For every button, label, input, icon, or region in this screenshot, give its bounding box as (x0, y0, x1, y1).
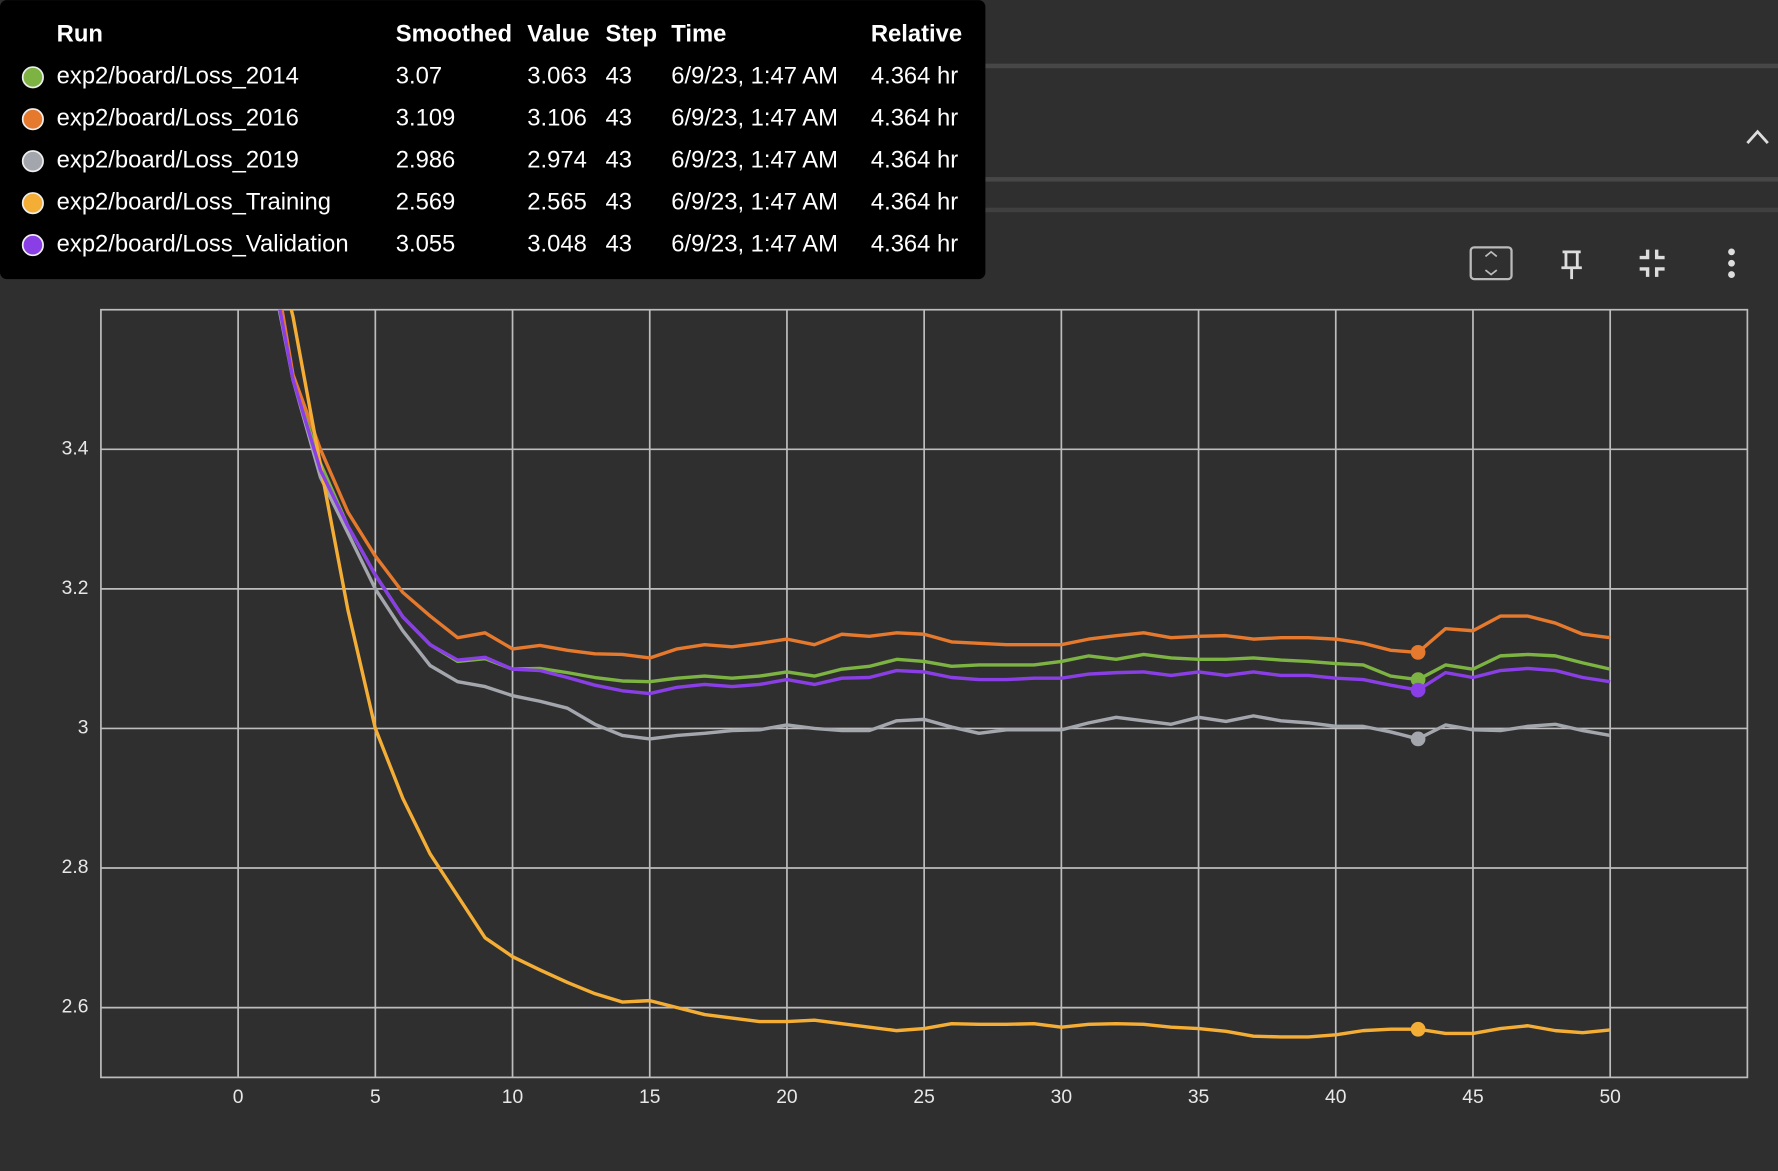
y-tick-label: 3.2 (62, 578, 89, 599)
y-tick-label: 2.8 (62, 857, 89, 878)
tooltip-cell: 6/9/23, 1:47 AM (671, 146, 838, 173)
tooltip-header: Step (606, 21, 658, 48)
x-tick-label: 40 (1325, 1087, 1346, 1108)
legend-swatch (21, 66, 44, 89)
highlight-point (1410, 731, 1426, 747)
grid (100, 309, 1748, 1078)
run-name: exp2/board/Loss_2014 (57, 63, 299, 90)
plot-frame (100, 308, 1749, 1079)
tooltip-header: Run (57, 21, 103, 48)
tooltip-header: Relative (871, 21, 962, 48)
pin-button[interactable] (1561, 250, 1582, 280)
legend-swatch (21, 150, 44, 173)
tooltip-cell: 2.974 (527, 146, 587, 173)
run-name: exp2/board/Loss_2019 (57, 146, 299, 173)
y-tick-label: 2.6 (62, 997, 89, 1018)
run-name: exp2/board/Loss_2016 (57, 105, 299, 132)
tooltip-cell: 3.109 (396, 105, 456, 132)
x-tick-label: 35 (1188, 1087, 1209, 1108)
tooltip-cell: 6/9/23, 1:47 AM (671, 105, 838, 132)
tooltip-cell: 3.048 (527, 230, 587, 257)
y-tick-label: 3.4 (62, 438, 89, 459)
tooltip-cell: 43 (606, 105, 632, 132)
tooltip-cell: 4.364 hr (871, 63, 958, 90)
highlight-point (1410, 682, 1426, 698)
highlight-point (1410, 672, 1426, 687)
tooltip-cell: 4.364 hr (871, 230, 958, 257)
x-tick-label: 5 (370, 1087, 381, 1108)
tooltip-cell: 43 (606, 188, 632, 215)
collapse-button[interactable] (1746, 129, 1769, 144)
collapse-size-button[interactable] (1639, 249, 1665, 277)
tooltip: Run Smoothed Value Step Time Relative exp2/boa… (0, 0, 986, 280)
tooltip-header: Smoothed (396, 21, 512, 48)
y-tick-label: 3 (78, 718, 89, 739)
series-line (280, 309, 1611, 660)
tooltip-cell: 2.569 (396, 188, 456, 215)
x-tick-label: 10 (502, 1087, 523, 1108)
tooltip-cell: 6/9/23, 1:47 AM (671, 188, 838, 215)
x-tick-label: 0 (233, 1087, 244, 1108)
run-name: exp2/board/Loss_Validation (57, 230, 349, 257)
tooltip-cell: 4.364 hr (871, 105, 958, 132)
series-line (277, 309, 1611, 741)
tooltip-cell: 6/9/23, 1:47 AM (671, 63, 838, 90)
series-line (289, 309, 1611, 1039)
tooltip-cell: 2.986 (396, 146, 456, 173)
tooltip-cell: 4.364 hr (871, 146, 958, 173)
tooltip-cell: 4.364 hr (871, 188, 958, 215)
highlight-point (1410, 1021, 1426, 1037)
axis-labels: 0 5 10 15 20 25 30 35 40 45 50 2.6 2.8 3 3.2 3.4 (62, 438, 1621, 1108)
x-tick-label: 50 (1599, 1087, 1620, 1108)
tooltip-cell: 43 (606, 63, 632, 90)
tooltip-cell: 43 (606, 230, 632, 257)
highlight-point (1410, 645, 1426, 660)
tooltip-cell: 6/9/23, 1:47 AM (671, 230, 838, 257)
series-line (278, 309, 1611, 696)
tooltip-header: Value (527, 21, 589, 48)
x-tick-label: 30 (1051, 1087, 1072, 1108)
tooltip-cell: 3.063 (527, 63, 587, 90)
tooltip-box (0, 0, 986, 280)
plot-area (277, 309, 1611, 1039)
x-tick-label: 45 (1462, 1087, 1483, 1108)
x-tick-label: 15 (639, 1087, 660, 1108)
tooltip-cell: 3.106 (527, 105, 587, 132)
more-menu-button[interactable] (1728, 248, 1735, 278)
tooltip-cell: 2.565 (527, 188, 587, 215)
x-tick-label: 25 (913, 1087, 934, 1108)
x-tick-label: 20 (776, 1087, 797, 1108)
tooltip-cell: 43 (606, 146, 632, 173)
tooltip-header: Time (671, 21, 726, 48)
legend-swatch (21, 234, 44, 257)
fit-domain-button[interactable] (1469, 246, 1513, 281)
tooltip-cell: 3.07 (396, 63, 442, 90)
tooltip-cell: 3.055 (396, 230, 456, 257)
legend-swatch (21, 192, 44, 215)
run-name: exp2/board/Loss_Training (57, 188, 331, 215)
legend-swatch (21, 108, 44, 131)
